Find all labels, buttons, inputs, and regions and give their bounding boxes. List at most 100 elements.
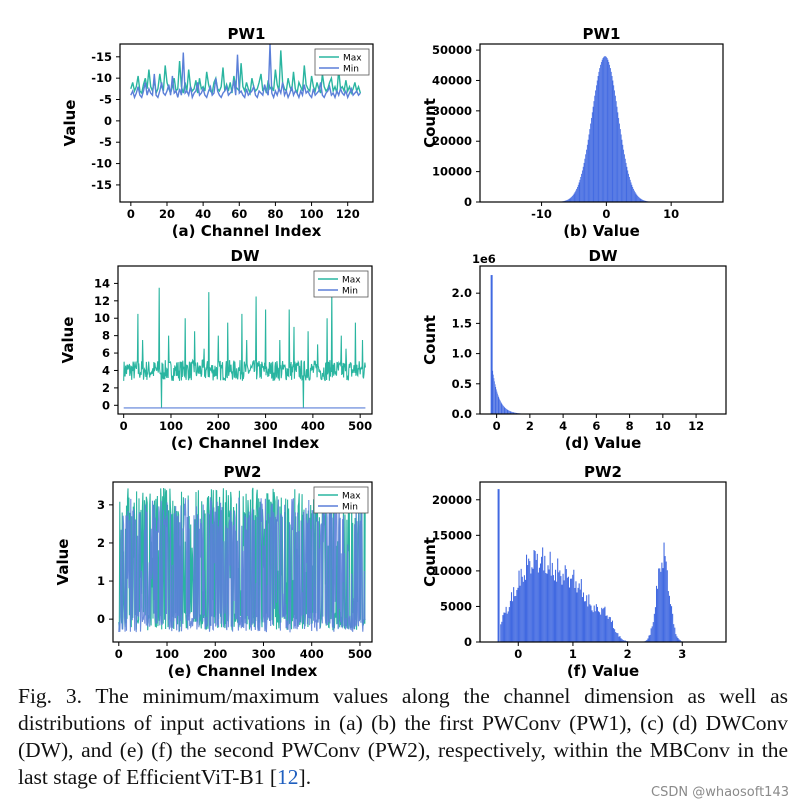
histogram-bar: [530, 573, 532, 642]
x-tick-label: 80: [267, 207, 283, 221]
panel-title: PW1: [583, 25, 621, 43]
histogram-bar: [552, 575, 554, 642]
x-tick-label: 0: [493, 419, 501, 433]
histogram-bar: [611, 76, 613, 202]
histogram-bar: [570, 578, 572, 642]
histogram-bar: [586, 149, 587, 202]
histogram-bar: [567, 199, 568, 202]
histogram-bar: [669, 604, 672, 642]
histogram-bar: [653, 613, 655, 642]
histogram-bar: [586, 595, 588, 642]
y-tick-label: 0: [464, 195, 472, 209]
histogram-bar: [582, 592, 585, 642]
histogram-bar: [627, 170, 629, 202]
y-axis-label: Value: [61, 100, 79, 147]
caption-tail: ].: [298, 765, 312, 789]
histogram-bar: [597, 611, 600, 642]
y-axis-label: Value: [59, 317, 77, 364]
x-tick-label: 10: [655, 419, 671, 433]
panel-title: DW: [589, 247, 618, 265]
figure-panels: PW1 (a) Channel Index Value Max Min 0 20 40 60 80…: [54, 25, 727, 680]
y-tick-label: 1.0: [452, 347, 472, 361]
histogram-bar: [621, 139, 623, 202]
histogram-bar: [593, 101, 595, 202]
histogram-bar: [644, 200, 646, 202]
histogram-bar: [619, 636, 621, 642]
histogram-bar: [580, 176, 582, 202]
histogram-bar: [589, 604, 591, 642]
legend-box: [313, 486, 369, 514]
histogram-bar: [547, 565, 549, 642]
histogram-bar: [589, 129, 591, 202]
y-tick-label: 0: [104, 114, 112, 128]
histogram-bar: [603, 607, 605, 642]
histogram-bar: [512, 601, 514, 642]
histogram-bar: [502, 405, 504, 414]
y-tick-label: 20000: [432, 493, 472, 507]
histogram-bar: [603, 56, 605, 202]
histogram-bar: [677, 638, 679, 642]
histogram-bar: [493, 378, 495, 414]
histogram-bar: [640, 198, 642, 202]
histogram-bar: [511, 411, 513, 414]
histogram-bar: [576, 592, 578, 642]
y-tick-label: -5: [99, 135, 112, 149]
histogram-bar: [608, 616, 610, 642]
histogram-bar: [507, 611, 509, 642]
histogram-bar: [647, 638, 649, 642]
histogram-bar: [658, 568, 660, 642]
y-tick-label: 2: [102, 381, 110, 395]
histogram-bar: [550, 575, 552, 642]
histogram-bar: [663, 542, 665, 642]
y-tick-label: 30000: [432, 104, 472, 118]
histogram-bar: [493, 374, 494, 414]
y-tick-label: -10: [91, 157, 112, 171]
histogram-bar: [657, 588, 659, 642]
x-tick-label: 0: [120, 419, 128, 433]
histogram-bar: [664, 556, 666, 642]
histogram-bar: [619, 129, 621, 202]
x-tick-label: 2: [624, 647, 632, 661]
x-tick-label: 0: [115, 647, 123, 661]
x-tick-label: 120: [336, 207, 360, 221]
histogram-bar: [676, 636, 678, 642]
x-axis-label: (f) Value: [567, 662, 639, 680]
histogram-bar: [506, 409, 507, 414]
caption-text: Fig. 3. The minimum/maximum values along…: [18, 684, 788, 789]
histogram-bar: [585, 601, 587, 642]
histogram-bar: [500, 624, 502, 642]
histogram-bar: [590, 605, 592, 642]
histogram-bar: [581, 173, 582, 202]
histogram-bar: [620, 134, 622, 202]
x-tick-label: 2: [526, 419, 534, 433]
panel-title: PW2: [224, 463, 262, 481]
histogram-bar: [512, 412, 513, 414]
histogram-bar: [624, 158, 626, 202]
histogram-bar: [499, 399, 501, 414]
histogram-bar: [629, 179, 631, 202]
histogram-bar: [652, 622, 654, 642]
histogram-bar: [608, 62, 610, 202]
x-axis-label: (e) Channel Index: [168, 662, 318, 680]
histogram-bar: [584, 158, 586, 202]
histogram-bar: [600, 62, 602, 202]
axes-frame: [479, 265, 727, 415]
histogram-bar: [551, 562, 553, 642]
y-tick-label: 3: [97, 498, 105, 512]
histogram-bar: [606, 57, 608, 202]
histogram-bar: [613, 85, 615, 202]
histogram-bar: [643, 200, 644, 202]
histogram-bar: [505, 408, 507, 414]
figure-caption: Fig. 3. The minimum/maximum values along…: [18, 683, 788, 791]
histogram-bar: [646, 639, 648, 642]
caption-reference-link[interactable]: 12: [277, 765, 299, 789]
histogram-bar: [520, 568, 522, 642]
histogram-bar: [581, 597, 583, 642]
histogram-bar: [610, 622, 612, 642]
y-tick-label: -15: [91, 50, 112, 64]
histogram-bar: [610, 71, 612, 202]
histogram-bar: [654, 607, 656, 642]
histogram-bar: [542, 547, 544, 642]
